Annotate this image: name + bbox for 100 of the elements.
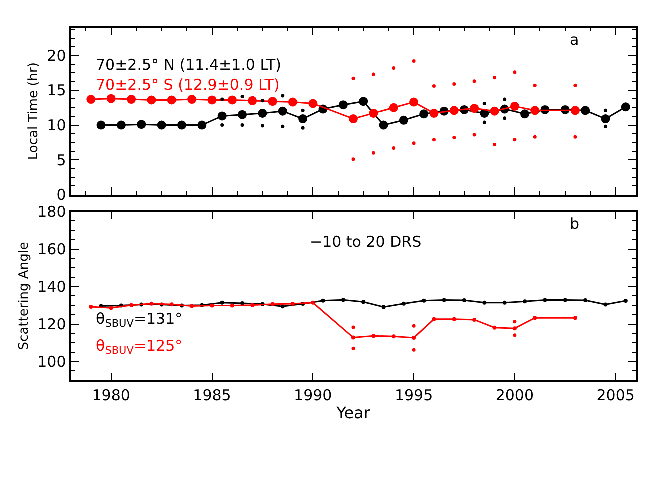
point (442, 298, 446, 302)
point (89, 305, 94, 310)
point (420, 110, 429, 119)
point (402, 302, 406, 306)
point (290, 302, 295, 306)
point (392, 146, 396, 150)
point (503, 98, 507, 102)
point (493, 143, 496, 147)
y-tick-label: 160 (38, 240, 66, 259)
point (513, 320, 517, 324)
point (412, 324, 416, 328)
point (601, 114, 610, 124)
point (268, 97, 278, 106)
x-tick-label: 1980 (92, 386, 130, 404)
point (170, 302, 174, 307)
point (412, 336, 416, 340)
point (240, 124, 244, 128)
point (382, 305, 386, 310)
point (523, 300, 528, 304)
point (220, 98, 224, 102)
point (147, 96, 156, 105)
point (574, 84, 578, 88)
x-tick-label: 1995 (394, 386, 434, 404)
x-tick-label: 2005 (596, 386, 635, 404)
y-tick-label: 15 (47, 82, 66, 100)
point (432, 138, 436, 142)
series-label: θ$_{SBUV}$=125° (96, 337, 183, 358)
point (311, 300, 316, 305)
point (352, 336, 356, 340)
point (369, 108, 378, 118)
point (240, 94, 244, 98)
point (352, 158, 356, 162)
point (520, 110, 530, 119)
point (432, 84, 436, 88)
point (96, 120, 106, 130)
point (452, 136, 456, 140)
annotation: a (570, 31, 580, 49)
point (106, 94, 116, 104)
point (624, 299, 628, 304)
point (513, 138, 517, 142)
point (530, 106, 540, 116)
point (218, 112, 227, 121)
point (604, 302, 608, 307)
y-tick-label: 10 (47, 116, 66, 135)
y-tick-label: 100 (38, 353, 66, 372)
point (570, 106, 580, 116)
point (452, 82, 456, 86)
point (278, 106, 288, 116)
point (533, 135, 537, 139)
point (238, 110, 248, 120)
point (341, 298, 346, 302)
point (392, 334, 396, 339)
point (157, 120, 166, 130)
point (281, 94, 285, 98)
point (116, 120, 126, 130)
point (308, 99, 318, 108)
point (130, 303, 134, 308)
point (584, 298, 588, 302)
point (573, 316, 578, 320)
point (301, 126, 305, 130)
point (210, 304, 214, 308)
point (533, 84, 537, 88)
point (220, 124, 224, 128)
point (492, 326, 497, 330)
point (240, 301, 245, 306)
point (503, 116, 507, 120)
point (410, 98, 419, 107)
point (502, 300, 507, 305)
y-tick-label: 20 (47, 46, 66, 65)
point (372, 151, 376, 155)
point (127, 95, 136, 104)
point (563, 298, 568, 302)
x-tick-label: 1985 (193, 386, 232, 404)
point (482, 120, 486, 124)
point (512, 326, 517, 331)
y-tick-label: 140 (38, 278, 66, 296)
point (604, 108, 608, 112)
point (188, 95, 197, 104)
point (399, 116, 408, 125)
point (230, 304, 234, 308)
point (450, 106, 459, 116)
point (490, 106, 500, 116)
point (352, 326, 356, 330)
point (260, 124, 264, 128)
point (190, 304, 194, 308)
point (208, 96, 217, 105)
y-axis-title: Local Time (hr) (26, 62, 42, 160)
point (510, 102, 520, 111)
point (220, 300, 224, 305)
x-tick-label: 2000 (496, 386, 534, 404)
point (513, 70, 517, 74)
point (280, 304, 285, 309)
point (359, 97, 368, 106)
y-tick-label: 0 (56, 186, 66, 204)
x-tick-label: 1990 (294, 386, 332, 404)
point (86, 95, 96, 104)
point (352, 346, 356, 350)
point (177, 120, 186, 130)
point (372, 334, 376, 338)
point (470, 104, 480, 114)
